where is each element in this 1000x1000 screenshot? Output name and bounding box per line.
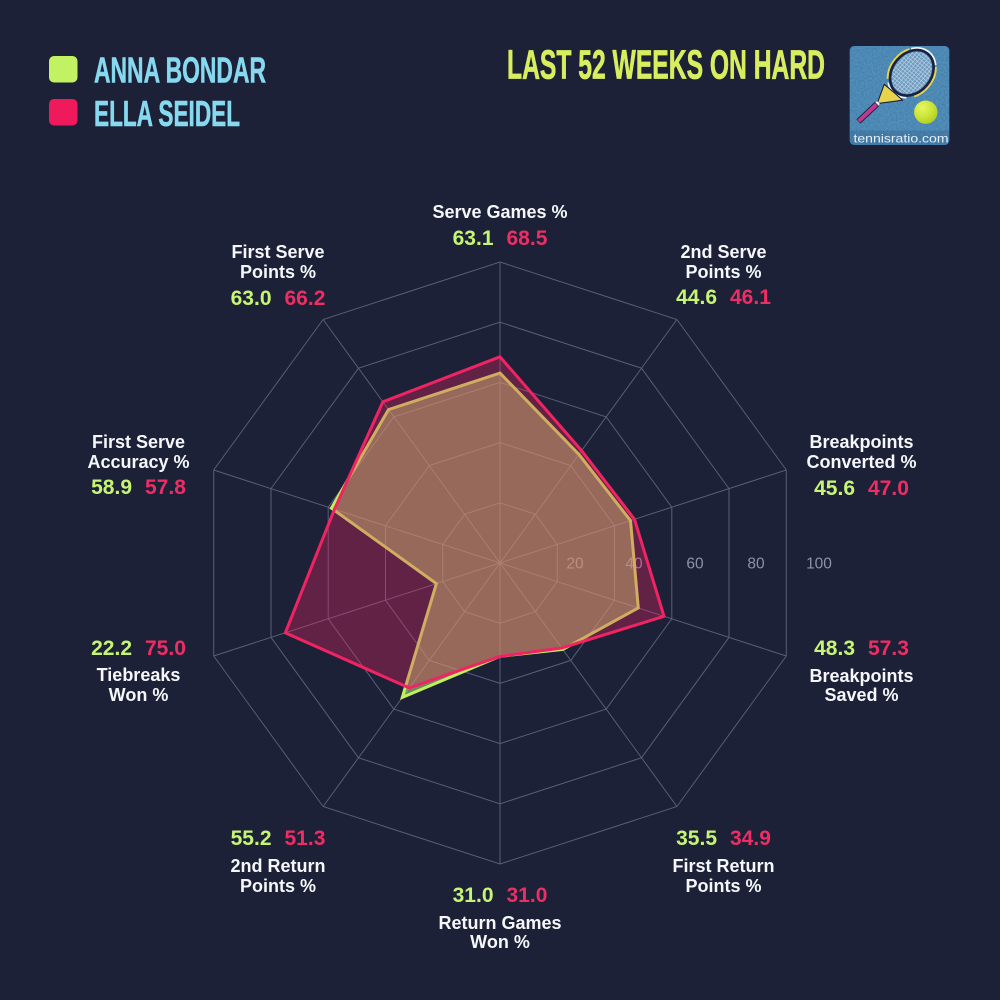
- svg-text:80: 80: [747, 555, 765, 572]
- svg-text:ELLA SEIDEL: ELLA SEIDEL: [94, 93, 240, 134]
- svg-text:60: 60: [686, 555, 704, 572]
- svg-text:100: 100: [806, 555, 832, 572]
- svg-text:tennisratio.com: tennisratio.com: [854, 131, 949, 145]
- svg-text:LAST 52 WEEKS ON HARD: LAST 52 WEEKS ON HARD: [507, 42, 825, 88]
- svg-text:ANNA BONDAR: ANNA BONDAR: [94, 49, 266, 90]
